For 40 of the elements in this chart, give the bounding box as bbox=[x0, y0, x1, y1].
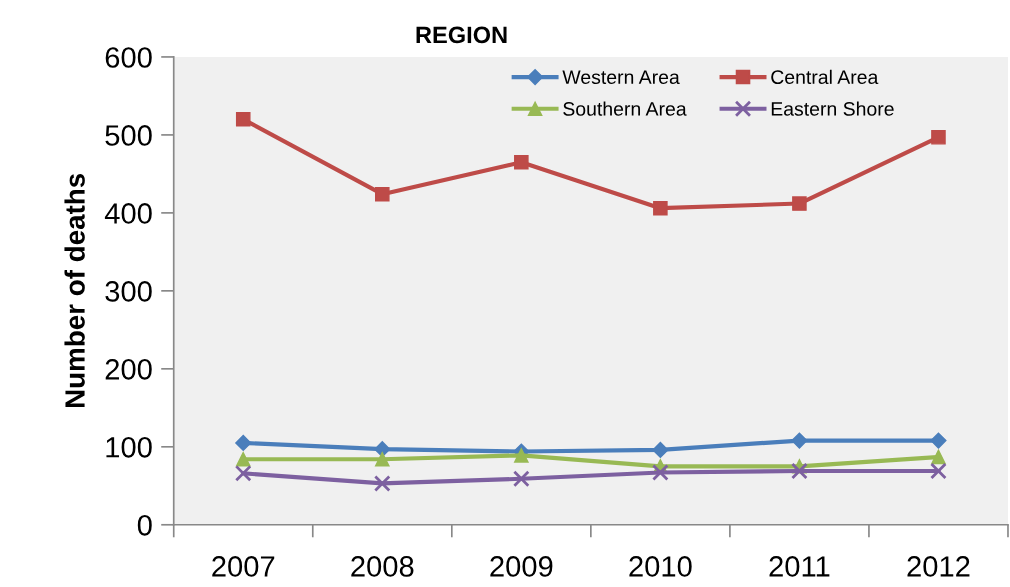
y-tick-label: 100 bbox=[106, 437, 152, 458]
point bbox=[653, 200, 668, 216]
point bbox=[514, 154, 529, 170]
legend-label: Central Area bbox=[771, 69, 879, 85]
y-tick-label: 400 bbox=[104, 203, 152, 224]
point bbox=[931, 449, 946, 465]
legend-label: Western Area bbox=[562, 70, 680, 85]
y-tick-label: 500 bbox=[105, 125, 152, 146]
point bbox=[930, 462, 947, 480]
x-tick-label: 2009 bbox=[490, 556, 553, 577]
legend-label: Southern Area bbox=[563, 101, 687, 116]
x-tick-label: 2011 bbox=[769, 556, 830, 577]
point bbox=[374, 441, 391, 458]
chart-title: REGION bbox=[416, 26, 507, 44]
point bbox=[792, 196, 807, 211]
point bbox=[235, 434, 252, 451]
point bbox=[235, 451, 251, 467]
point bbox=[652, 464, 669, 481]
x-tick-label: 2012 bbox=[907, 556, 970, 577]
point bbox=[235, 112, 251, 127]
point bbox=[930, 432, 947, 449]
x-tick-label: 2008 bbox=[351, 556, 414, 577]
point bbox=[652, 441, 669, 458]
x-tick-label: 2007 bbox=[212, 556, 275, 577]
y-tick-label: 300 bbox=[105, 281, 152, 302]
y-tick-label: 0 bbox=[137, 514, 152, 536]
point bbox=[512, 470, 530, 488]
y-tick-label: 600 bbox=[105, 47, 152, 68]
x-tick-label: 2010 bbox=[629, 556, 692, 577]
point bbox=[373, 475, 391, 492]
point bbox=[234, 464, 252, 482]
point bbox=[514, 448, 529, 463]
point bbox=[791, 462, 808, 480]
point bbox=[931, 129, 946, 145]
point bbox=[374, 186, 390, 202]
y-axis-title: Number of deaths bbox=[64, 173, 85, 408]
point bbox=[791, 432, 808, 449]
point bbox=[374, 451, 390, 467]
legend-label: Eastern Shore bbox=[771, 101, 894, 116]
y-tick-label: 200 bbox=[105, 359, 152, 380]
